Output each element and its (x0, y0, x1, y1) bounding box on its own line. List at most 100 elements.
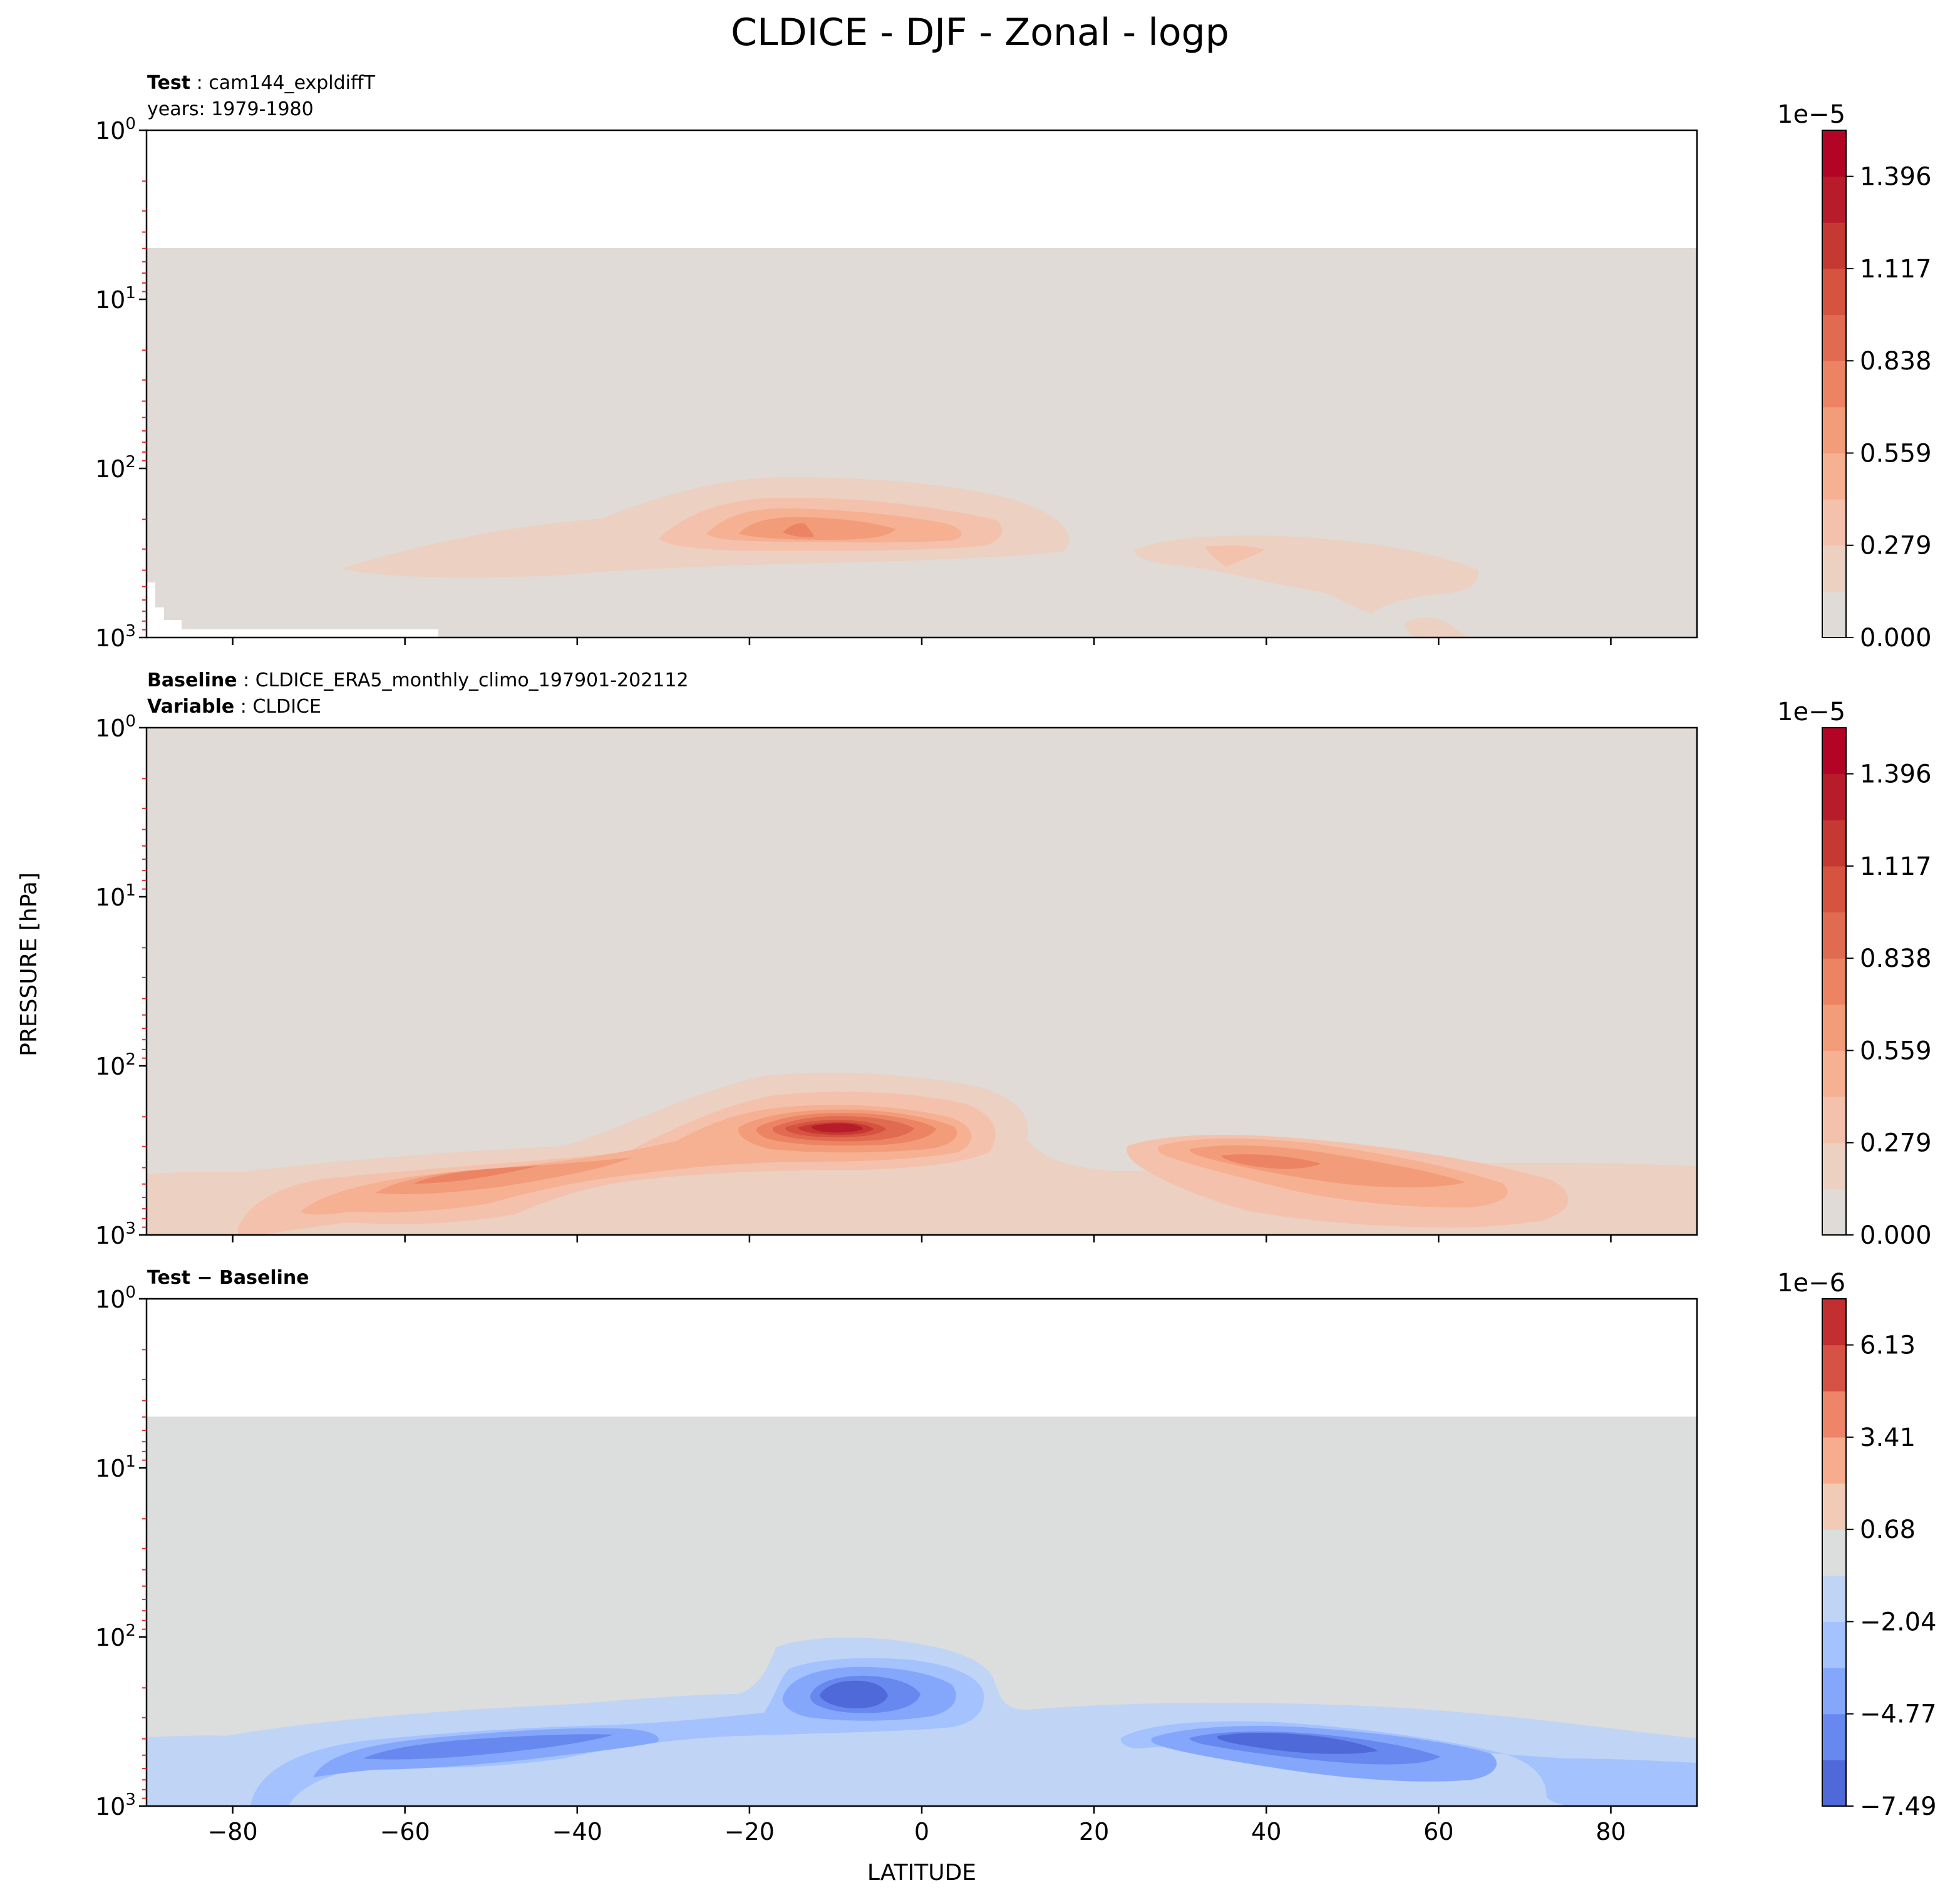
colorbar-level (1822, 773, 1846, 820)
colorbar-baseline-frame (1822, 727, 1847, 1236)
colorbar-difference-levels (1822, 1299, 1846, 1807)
x-tick-label: 60 (1423, 1818, 1453, 1846)
colorbar-level (1822, 1713, 1846, 1760)
colorbar-level (1822, 1621, 1846, 1668)
colorbar-tick-label: 1.396 (1860, 760, 1932, 789)
colorbar-tick-label: 0.559 (1860, 439, 1932, 468)
panel-difference: Test − Baseline −80 −60 −40 −20 0 20 40 60 80 100… (95, 1267, 1937, 1846)
y-axis-label: PRESSURE [hPa] (16, 872, 42, 1056)
panel-baseline-header-line1: Baseline : CLDICE_ERA5_monthly_climo_197… (147, 669, 689, 691)
contour-neg-5b (1217, 1733, 1378, 1754)
colorbar-test-multiplier: 1e−5 (1777, 100, 1845, 129)
colorbar-level (1822, 406, 1846, 453)
colorbar-level (1822, 1189, 1846, 1236)
x-tick-label: −60 (380, 1818, 430, 1846)
x-tick-label: −80 (207, 1818, 257, 1846)
colorbar-level (1822, 1050, 1846, 1097)
contour-level-9 (811, 1123, 863, 1133)
colorbar-tick-label: 0.68 (1860, 1515, 1916, 1544)
y-tick-label: 100 (95, 712, 136, 742)
y-tick-label: 101 (95, 1452, 136, 1482)
panel-test-header-line2: years: 1979-1980 (147, 98, 314, 120)
colorbar-level (1822, 1345, 1846, 1391)
figure-title: CLDICE - DJF - Zonal - logp (731, 11, 1229, 54)
x-tick-label: −40 (552, 1818, 602, 1846)
colorbar-tick-label: 0.838 (1860, 347, 1932, 376)
x-tick-label: 20 (1079, 1818, 1109, 1846)
colorbar-tick-label: 0.279 (1860, 1129, 1932, 1158)
colorbar-level (1822, 1760, 1846, 1807)
colorbar-level (1822, 1299, 1846, 1346)
colorbar-baseline-multiplier: 1e−5 (1777, 698, 1845, 726)
colorbar-test-ticks: 1.396 1.117 0.838 0.559 0.279 0.000 (1846, 163, 1932, 653)
contour-neg-2b (1120, 1721, 1697, 1806)
panel-test: Test : cam144_expldiffT years: 1979-1980… (95, 72, 1932, 653)
contour-field-difference (147, 1299, 1697, 1806)
y-tick-label: 102 (95, 1621, 136, 1651)
contour-level-5c (1221, 1154, 1321, 1169)
colorbar-tick-label: 6.13 (1860, 1331, 1916, 1360)
colorbar-tick-label: 1.117 (1860, 852, 1932, 881)
colorbar-tick-label: 0.279 (1860, 532, 1932, 560)
y-tick-label: 100 (95, 1283, 136, 1313)
y-tick-label: 101 (95, 881, 136, 911)
colorbar-tick-label: −2.04 (1860, 1608, 1937, 1636)
contour-level-1c (1405, 617, 1468, 638)
colorbar-difference-frame (1822, 1298, 1847, 1807)
colorbar-level (1822, 1097, 1846, 1144)
y-tick-label: 102 (95, 453, 136, 483)
x-axis-label: LATITUDE (867, 1860, 976, 1886)
panel-baseline-header-line2: Variable : CLDICE (147, 696, 321, 718)
colorbar-level (1822, 361, 1846, 408)
colorbar-level (1822, 314, 1846, 361)
colorbar-tick-label: 0.000 (1860, 1221, 1932, 1250)
header-baseline-value: CLDICE_ERA5_monthly_climo_197901-202112 (255, 669, 689, 691)
y-tick-label: 100 (95, 115, 136, 145)
ticks-baseline: 100 101 102 103 (95, 712, 1612, 1249)
contour-level-4 (739, 517, 895, 540)
header-baseline-sep: : (237, 669, 255, 691)
colorbar-level (1822, 1004, 1846, 1051)
colorbar-level (1822, 268, 1846, 316)
colorbar-level (1822, 453, 1846, 500)
header-variable-label: Variable (147, 696, 234, 718)
colorbar-tick-label: 1.117 (1860, 255, 1932, 284)
header-baseline-label: Baseline (147, 669, 237, 691)
contour-field-test (147, 130, 1697, 638)
header-test-value: cam144_expldiffT (209, 72, 375, 94)
colorbar-test: 1e−5 1.396 1.117 0.838 0.559 0.279 0.000 (1777, 100, 1932, 653)
contour-level-2b (1205, 545, 1265, 567)
colorbar-tick-label: −4.77 (1860, 1700, 1937, 1729)
colorbar-test-frame (1822, 130, 1847, 638)
colorbar-level (1822, 1437, 1846, 1484)
x-tick-label: −20 (725, 1818, 775, 1846)
colorbar-level (1822, 728, 1846, 775)
header-test-label: Test (147, 72, 190, 94)
colorbar-test-levels (1822, 130, 1846, 638)
colorbar-difference-multiplier: 1e−6 (1777, 1269, 1845, 1298)
ticks-test: 100 101 102 103 (95, 115, 1612, 652)
x-tick-label: 0 (914, 1818, 929, 1846)
colorbar-level (1822, 591, 1846, 638)
colorbar-baseline: 1e−5 1.396 1.117 0.838 0.559 0.279 0.000 (1777, 698, 1932, 1250)
contour-field-baseline (147, 728, 1697, 1235)
contour-level-5 (413, 1166, 539, 1184)
colorbar-level (1822, 545, 1846, 592)
colorbar-baseline-ticks: 1.396 1.117 0.838 0.559 0.279 0.000 (1846, 760, 1932, 1250)
colorbar-level (1822, 499, 1846, 546)
colorbar-tick-label: −7.49 (1860, 1792, 1937, 1821)
colorbar-tick-label: 0.838 (1860, 944, 1932, 973)
contour-level-5 (783, 523, 814, 537)
ticks-difference: −80 −60 −40 −20 0 20 40 60 80 100 101 102 103 (95, 1283, 1626, 1846)
y-tick-label: 102 (95, 1050, 136, 1080)
colorbar-tick-label: 1.396 (1860, 163, 1932, 192)
colorbar-tick-label: 3.41 (1860, 1423, 1916, 1452)
colorbar-level (1822, 1575, 1846, 1622)
colorbar-level (1822, 1142, 1846, 1189)
colorbar-level (1822, 958, 1846, 1005)
colorbar-difference-ticks: 6.13 3.41 0.68 −2.04 −4.77 −7.49 (1846, 1331, 1937, 1821)
colorbar-level (1822, 1391, 1846, 1438)
contour-neg-4 (363, 1734, 614, 1760)
contour-level-4 (376, 1157, 632, 1194)
